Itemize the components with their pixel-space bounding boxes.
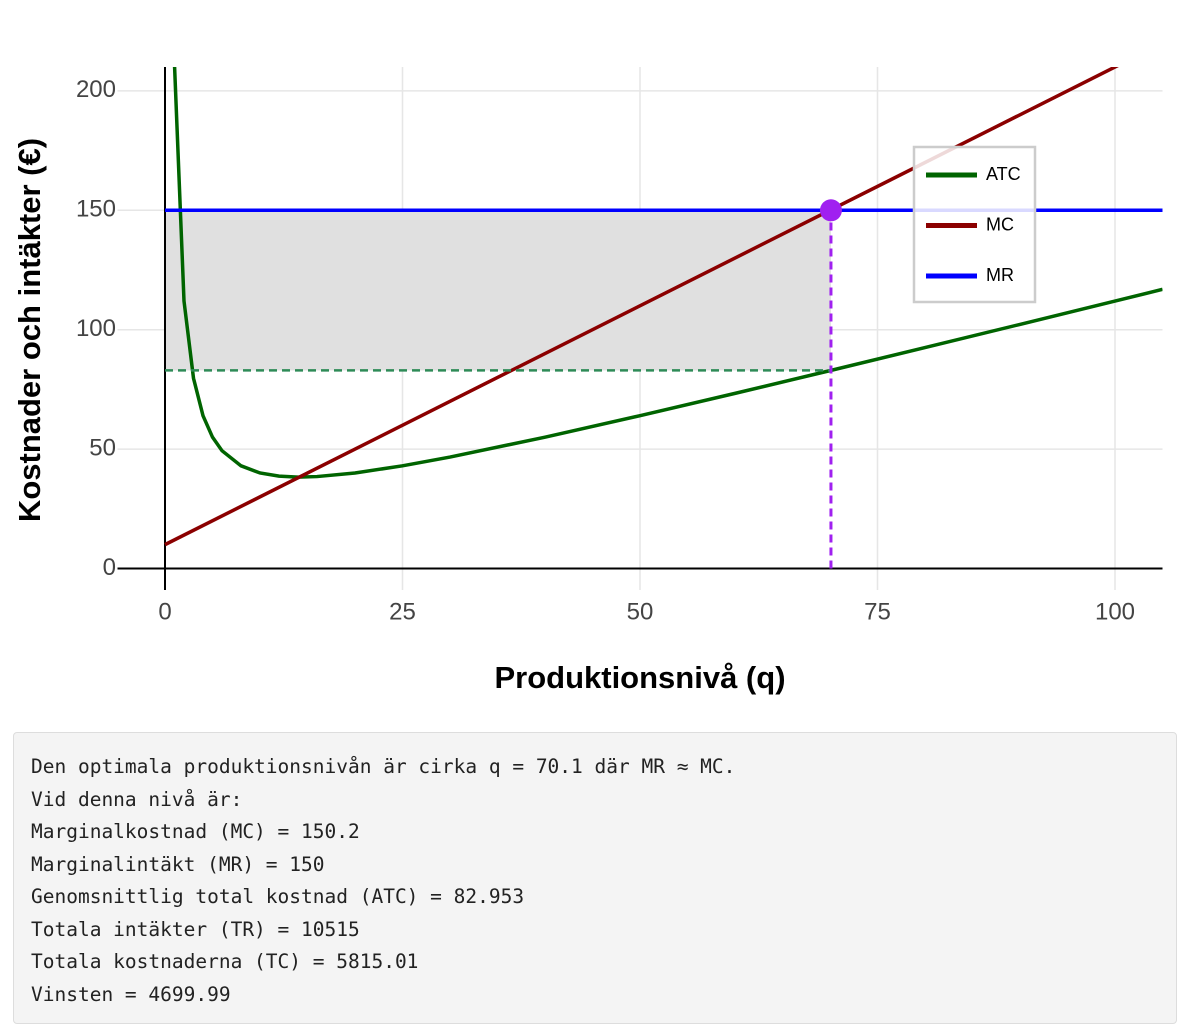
y-tick-label: 100 <box>76 315 116 342</box>
output-box: Den optimala produktionsnivån är cirka q… <box>13 732 1177 1024</box>
legend: ATC MC MR <box>912 145 1037 304</box>
y-tick-label: 200 <box>76 76 116 103</box>
output-line: Genomsnittlig total kostnad (ATC) = 82.9… <box>31 885 525 908</box>
legend-label: ATC <box>986 164 1021 184</box>
output-line: Marginalintäkt (MR) = 150 <box>31 852 325 876</box>
output-line: Den optimala produktionsnivån är cirka q… <box>31 755 736 778</box>
output-line: Totala intäkter (TR) = 10515 <box>31 917 360 941</box>
y-tick-label: 0 <box>103 554 116 581</box>
output-line: Vid denna nivå är: <box>31 787 243 811</box>
profit-area <box>165 210 831 371</box>
x-tick-label: 50 <box>627 598 654 625</box>
plot-area <box>117 67 1163 590</box>
y-tick-label: 150 <box>76 196 116 223</box>
x-axis-title: Produktionsnivå (q) <box>494 660 785 695</box>
legend-label: MR <box>986 265 1014 285</box>
output-line: Vinsten = 4699.99 <box>31 982 231 1006</box>
x-tick-label: 100 <box>1095 598 1135 625</box>
x-tick-label: 75 <box>864 598 891 625</box>
y-axis-title: Kostnader och intäkter (€) <box>12 138 47 522</box>
output-line: Totala kostnaderna (TC) = 5815.01 <box>31 950 419 973</box>
series-line <box>164 67 1119 547</box>
legend-label: MC <box>986 214 1014 234</box>
optimum-point <box>819 199 842 222</box>
x-tick-label: 25 <box>389 598 416 625</box>
chart: Produktionsnivå (q) Kostnader och intäkt… <box>12 67 1163 695</box>
x-tick-label: 0 <box>158 598 171 625</box>
series-line <box>172 67 1163 479</box>
y-tick-label: 50 <box>89 434 116 461</box>
output-line: Marginalkostnad (MC) = 150.2 <box>31 820 360 843</box>
